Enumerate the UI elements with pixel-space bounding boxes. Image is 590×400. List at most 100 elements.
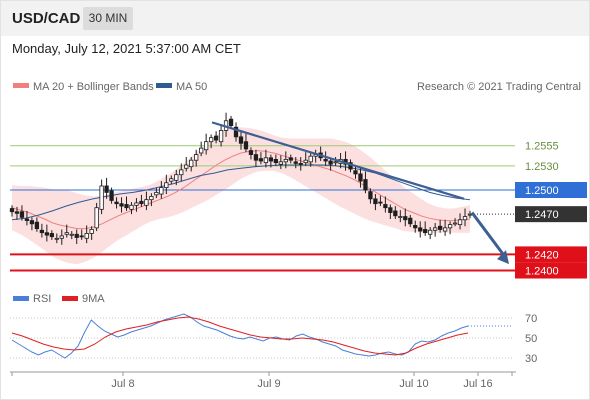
candle-body	[218, 130, 224, 143]
candle-body	[403, 216, 408, 221]
candle-body	[333, 161, 338, 164]
candle-body	[29, 220, 35, 225]
main-legend: MA 20 + Bollinger Bands MA 50 Research ©…	[13, 81, 581, 93]
x-axis-label: Jul 9	[257, 378, 280, 390]
rsi-panel: 70 50 30	[10, 313, 537, 365]
candle-body	[174, 174, 179, 181]
rsi-ma-legend-label: 9MA	[82, 293, 105, 305]
rsi-legend-label: RSI	[33, 293, 51, 305]
rsi-tick-label: 70	[525, 313, 537, 325]
candle-body	[84, 233, 89, 239]
x-axis-label: Jul 10	[399, 378, 428, 390]
candle-body	[204, 141, 209, 151]
candle-body	[39, 229, 45, 234]
support-level-label: 1.2400	[525, 266, 559, 278]
candle-body	[169, 178, 174, 182]
candle-body	[228, 118, 234, 126]
bollinger-bands	[12, 127, 470, 265]
rsi-line	[11, 313, 469, 359]
candle-body	[358, 173, 363, 182]
candle-body	[437, 225, 443, 230]
copyright-text: Research © 2021 Trading Central	[417, 81, 581, 93]
candle-body	[293, 161, 298, 164]
candle-body	[253, 154, 259, 161]
moving-averages	[11, 150, 471, 230]
candle-body	[368, 191, 373, 200]
candle-body	[49, 233, 54, 238]
candle-body	[64, 232, 69, 235]
ma50-swatch	[156, 83, 172, 88]
rsi-tick-label: 50	[525, 333, 537, 345]
candle-body	[378, 201, 383, 204]
support-level-tag	[515, 246, 587, 263]
candle-body	[298, 163, 303, 165]
symbol-title: USD/CAD	[12, 10, 81, 27]
target-level-label: 1.2530	[525, 161, 559, 173]
candle-body	[179, 169, 184, 176]
trendlines	[211, 121, 509, 265]
candle-body	[303, 159, 308, 164]
candle-body	[428, 229, 433, 235]
candle-body	[353, 170, 358, 175]
x-axis-label: Jul 16	[463, 378, 492, 390]
candle-body	[273, 159, 278, 164]
ma20-legend-label: MA 20 + Bollinger Bands	[33, 81, 154, 93]
candle-body	[398, 216, 403, 218]
projection-arrow-head	[497, 250, 509, 265]
candle-body	[189, 159, 194, 168]
candle-body	[144, 199, 149, 206]
candle-body	[208, 137, 214, 143]
ma50-line	[11, 164, 471, 221]
ma20-line	[11, 150, 471, 230]
current-price-label: 1.2470	[525, 209, 559, 221]
pivot-level-label: 1.2500	[525, 185, 559, 197]
candle-body	[94, 207, 99, 229]
candle-body	[263, 157, 269, 164]
rsi-legend: RSI 9MA	[13, 293, 105, 305]
candle-body	[59, 235, 64, 239]
candle-body	[238, 136, 244, 144]
candle-body	[388, 207, 393, 213]
candle-body	[328, 160, 333, 165]
candle-body	[89, 229, 94, 234]
candle-body	[69, 233, 74, 236]
candle-body	[423, 229, 428, 234]
chart-header: USD/CAD 30 MIN	[0, 0, 590, 36]
support-level-label: 1.2420	[525, 249, 559, 261]
candle-body	[194, 154, 199, 161]
candle-body	[383, 204, 388, 209]
candle-body	[74, 233, 79, 238]
candle-body	[413, 225, 418, 229]
target-level-label: 1.2555	[525, 141, 559, 153]
candle-body	[373, 198, 378, 205]
candle-body	[268, 157, 274, 162]
candle-body	[433, 227, 438, 231]
candle-body	[104, 185, 109, 193]
candle-body	[154, 192, 159, 196]
projection-arrow-shaft	[470, 211, 508, 259]
candle-body	[199, 147, 204, 154]
candle-body	[119, 203, 124, 207]
support-level-tag	[515, 262, 587, 279]
candle-body	[19, 211, 25, 218]
candle-body	[124, 204, 129, 209]
candle-body	[447, 224, 453, 229]
candle-body	[129, 204, 134, 210]
candle-body	[308, 155, 313, 163]
candle-body	[14, 211, 20, 214]
resistance-trendline	[211, 121, 465, 200]
rsi-tick-label: 30	[525, 353, 537, 365]
candle-body	[99, 185, 104, 210]
candle-body	[258, 158, 264, 162]
pivot-level-tag	[515, 182, 587, 198]
candle-body	[213, 135, 219, 141]
price-labels: 1.2555 1.2530 1.2500 1.2470 1.2420 1.2400	[515, 141, 587, 279]
candle-body	[184, 164, 189, 169]
candle-body	[457, 219, 463, 226]
candle-body	[363, 179, 368, 191]
candle-body	[462, 216, 468, 221]
candle-body	[393, 210, 398, 217]
timeframe-button[interactable]: 30 MIN	[83, 7, 133, 30]
rsi-swatch	[13, 296, 29, 301]
